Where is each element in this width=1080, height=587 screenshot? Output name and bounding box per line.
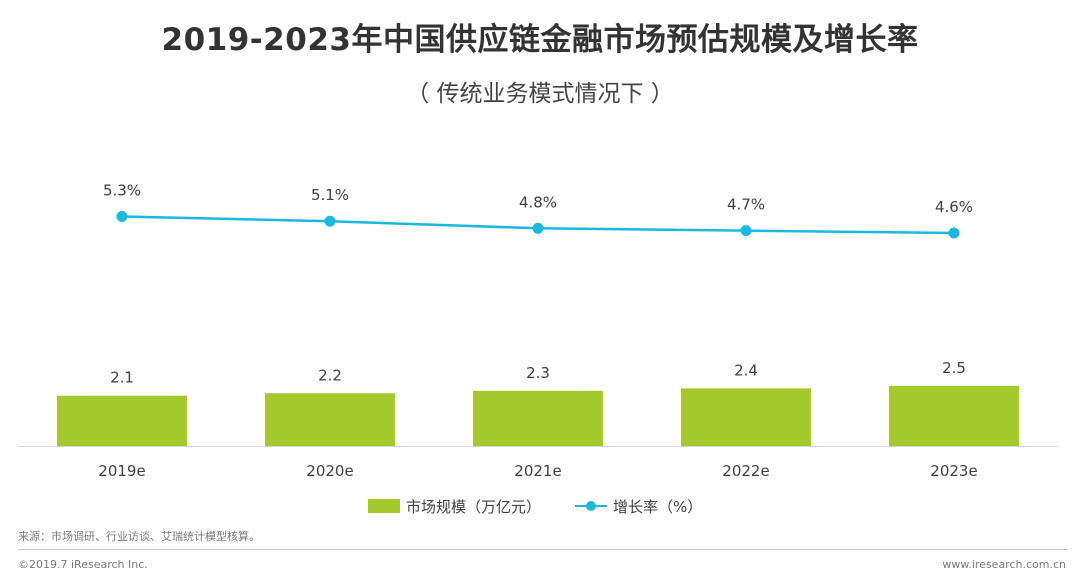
legend-label-market-size: 市场规模（万亿元） [406,497,542,516]
bar-value-label: 2.3 [526,364,550,382]
bar-2021e [473,390,603,446]
x-tick-label: 2020e [306,462,353,480]
x-tick-label: 2021e [514,462,561,480]
growth-rate-label: 4.7% [727,196,765,214]
x-tick-label: 2023e [930,462,977,480]
bar-value-label: 2.2 [318,366,342,384]
legend-item-market-size: 市场规模（万亿元） [368,496,541,517]
source-note: 来源：市场调研、行业访谈、艾瑞统计模型核算。 [18,530,260,543]
bar-value-label: 2.1 [110,369,134,387]
legend-swatch-line [575,499,608,513]
bar-value-label: 2.5 [942,359,966,377]
copyright: ©2019.7 iResearch Inc. [18,558,148,571]
x-tick-label: 2022e [722,462,769,480]
growth-rate-label: 4.8% [519,193,557,211]
growth-rate-label: 5.1% [311,186,349,204]
bar-2019e [57,395,187,446]
bar-2023e [889,385,1019,446]
growth-rate-point-2021e [532,222,544,234]
footer-divider [18,549,1068,550]
growth-rate-label: 5.3% [103,182,141,200]
legend-label-growth-rate: 增长率（%） [613,497,703,516]
bar-value-label: 2.4 [734,361,758,379]
growth-rate-point-2022e [740,225,752,237]
growth-rate-point-2019e [116,211,128,222]
legend: 市场规模（万亿元） 增长率（%） [368,494,736,518]
growth-rate-label: 4.6% [935,198,973,216]
bar-2022e [681,388,811,446]
growth-rate-point-2023e [948,227,960,239]
website: www.iresearch.com.cn [942,558,1066,571]
x-tick-label: 2019e [98,462,145,480]
legend-item-growth-rate: 增长率（%） [575,496,702,517]
chart-subtitle: （ 传统业务模式情况下 ） [406,81,674,107]
bar-2020e [265,393,395,446]
growth-rate-point-2020e [324,215,336,227]
chart-title: 2019-2023年中国供应链金融市场预估规模及增长率 [161,22,919,58]
legend-swatch-bar [368,499,400,513]
